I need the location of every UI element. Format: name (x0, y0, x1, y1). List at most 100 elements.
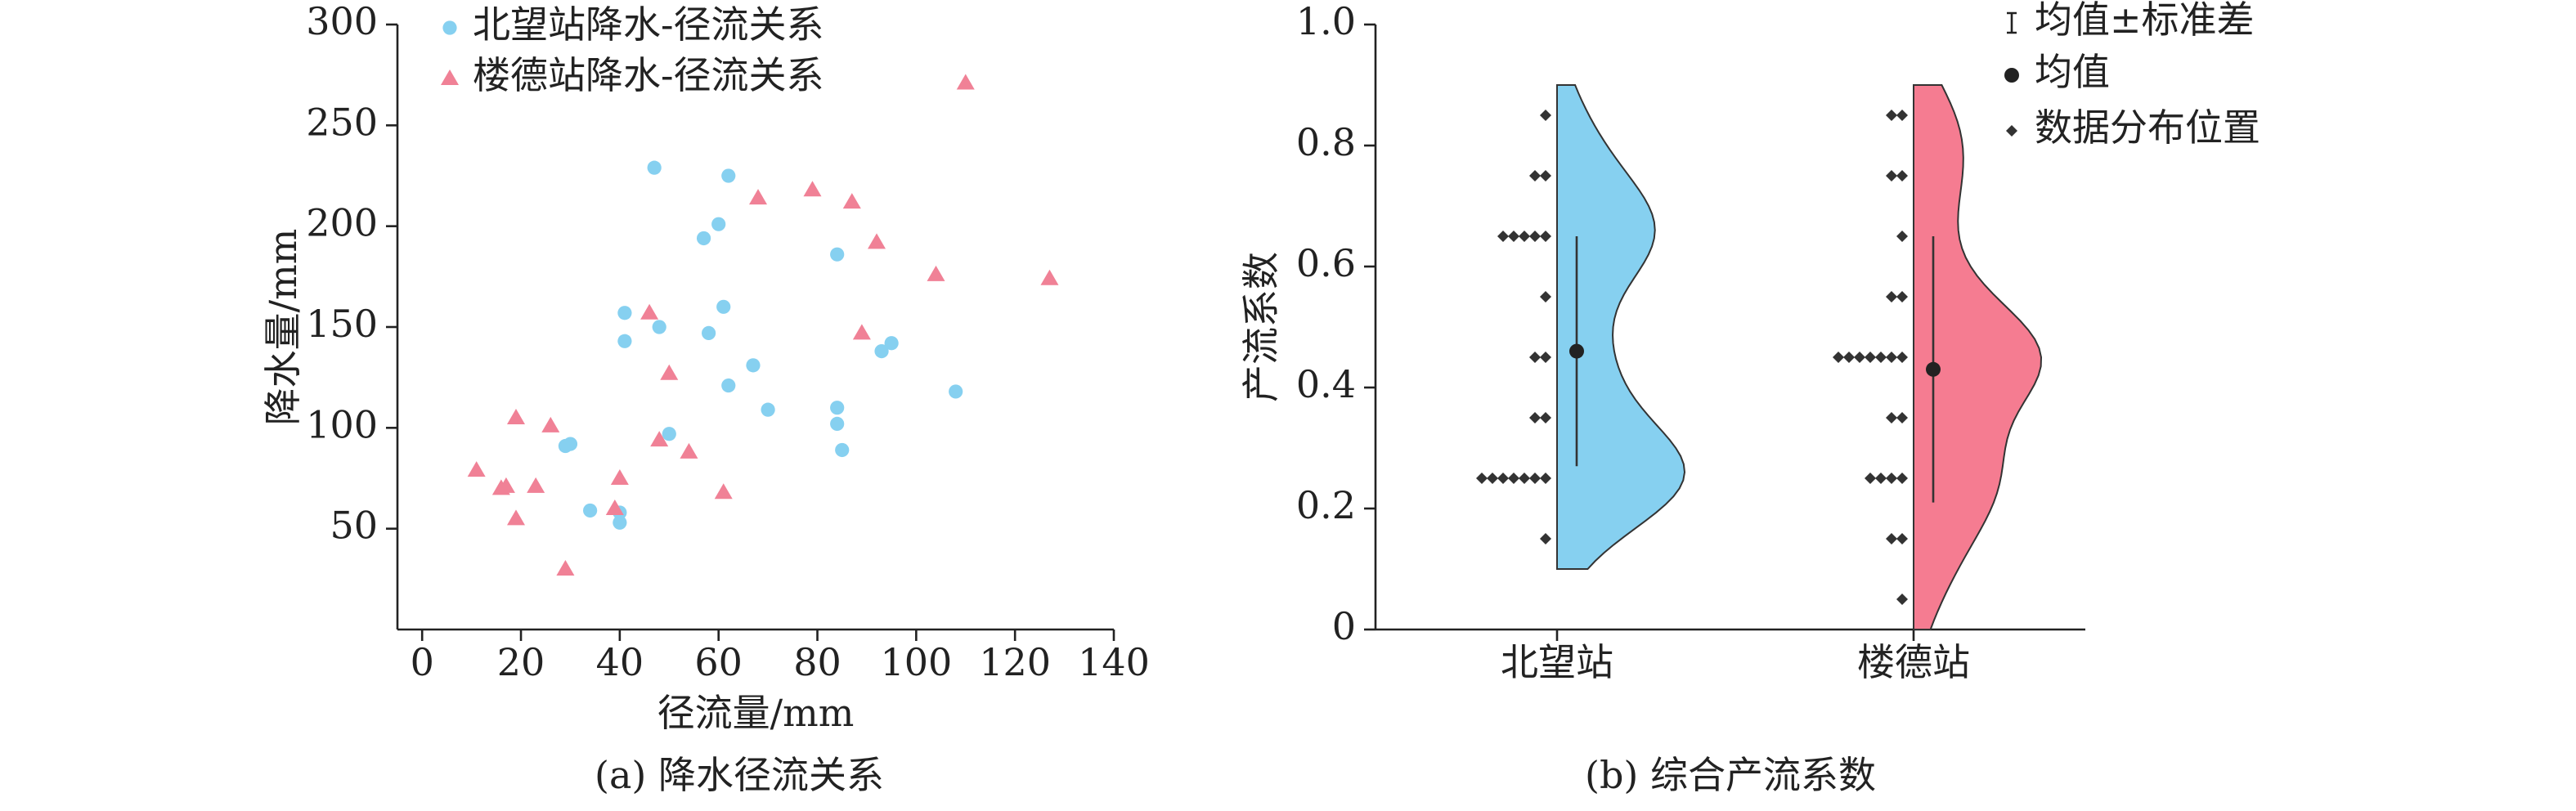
data-point (1540, 291, 1551, 302)
data-point (1896, 110, 1908, 121)
triangle-point (467, 461, 486, 477)
mean-point (1569, 343, 1584, 359)
data-point (1843, 352, 1855, 363)
data-point (1865, 473, 1876, 484)
legend-label: 北望站降水-径流关系 (473, 2, 824, 47)
circle-point (442, 20, 457, 35)
y-tick-label: 0.6 (1296, 241, 1356, 285)
triangle-point (527, 477, 545, 493)
triangle-point (956, 74, 975, 90)
circle-point (662, 427, 676, 441)
triangle-point (927, 265, 945, 281)
circle-point (613, 515, 627, 530)
triangle-point (610, 469, 629, 485)
data-point (1497, 473, 1509, 484)
triangle-point (491, 479, 510, 495)
x-tick-label: 120 (979, 640, 1051, 684)
legend-label: 楼德站降水-径流关系 (473, 53, 824, 97)
circle-point (949, 384, 963, 399)
y-tick-label: 200 (306, 201, 378, 245)
legend-label: 数据分布位置 (2035, 105, 2260, 150)
data-point (1540, 231, 1551, 242)
circle-point (884, 336, 899, 351)
data-point (1875, 352, 1887, 363)
triangle-point (640, 303, 659, 320)
circle-point (835, 442, 850, 458)
data-point (1886, 291, 1897, 302)
x-tick-label: 140 (1078, 640, 1150, 684)
circle-point (830, 247, 845, 262)
x-tick-label: 北望站 (1501, 640, 1613, 684)
data-point (1865, 352, 1876, 363)
data-point (1896, 352, 1908, 363)
mean-point (1926, 361, 1941, 377)
circle-point (721, 168, 736, 183)
data-point (1540, 352, 1551, 363)
circle-point (830, 416, 845, 431)
triangle-point (680, 442, 698, 459)
circle-point (716, 299, 731, 314)
data-point (1476, 473, 1488, 484)
legend-label: 均值 (2035, 50, 2110, 94)
data-point (1886, 170, 1897, 181)
data-point (1508, 473, 1519, 484)
data-point (1497, 231, 1509, 242)
data-point (1896, 231, 1908, 242)
legend-label: 均值±标准差 (2035, 0, 2255, 42)
data-point (1540, 412, 1551, 423)
legend-mean-icon (2004, 68, 2019, 83)
data-point (1540, 533, 1551, 544)
data-point (1833, 352, 1844, 363)
data-point (1886, 352, 1897, 363)
data-point (1529, 231, 1541, 242)
circle-point (761, 402, 775, 417)
triangle-point (650, 431, 669, 447)
data-point (1896, 533, 1908, 544)
circle-point (583, 503, 598, 518)
x-tick-label: 40 (596, 640, 644, 684)
circle-point (830, 401, 845, 415)
circle-point (874, 344, 889, 359)
data-point (1854, 352, 1865, 363)
data-point (1896, 412, 1908, 423)
data-point (1487, 473, 1498, 484)
triangle-point (852, 324, 871, 340)
circle-point (746, 358, 761, 373)
x-tick-label: 20 (497, 640, 545, 684)
caption: (b) 综合产流系数 (1585, 753, 1876, 797)
y-tick-label: 50 (330, 504, 378, 548)
data-point (1896, 170, 1908, 181)
circle-point (617, 306, 632, 320)
y-tick-label: 0.2 (1296, 483, 1356, 527)
x-tick-label: 楼德站 (1857, 640, 1970, 684)
triangle-point (660, 364, 679, 380)
y-tick-label: 250 (306, 100, 378, 144)
triangle-point (506, 509, 525, 526)
data-point (1886, 412, 1897, 423)
data-point (1508, 231, 1519, 242)
circle-point (721, 378, 736, 393)
triangle-point (506, 409, 525, 424)
y-tick-label: 100 (306, 402, 378, 446)
x-axis-label: 径流量/mm (657, 691, 855, 735)
circle-point (652, 320, 666, 334)
triangle-point (441, 69, 459, 85)
circle-point (711, 217, 726, 231)
legend-std-icon (2007, 11, 2017, 34)
data-point (1529, 412, 1541, 423)
data-point (1519, 473, 1530, 484)
y-tick-label: 300 (306, 0, 378, 43)
circle-point (647, 160, 662, 175)
circle-point (696, 231, 711, 246)
data-point (1886, 533, 1897, 544)
data-point (1529, 170, 1541, 181)
data-point (1896, 594, 1908, 605)
y-tick-label: 0.4 (1296, 362, 1356, 406)
circle-point (702, 325, 716, 340)
circle-point (617, 334, 632, 348)
data-point (1896, 291, 1908, 302)
data-point (1540, 170, 1551, 181)
data-point (1896, 473, 1908, 484)
legend-points-icon (2006, 125, 2017, 137)
triangle-point (541, 416, 560, 432)
